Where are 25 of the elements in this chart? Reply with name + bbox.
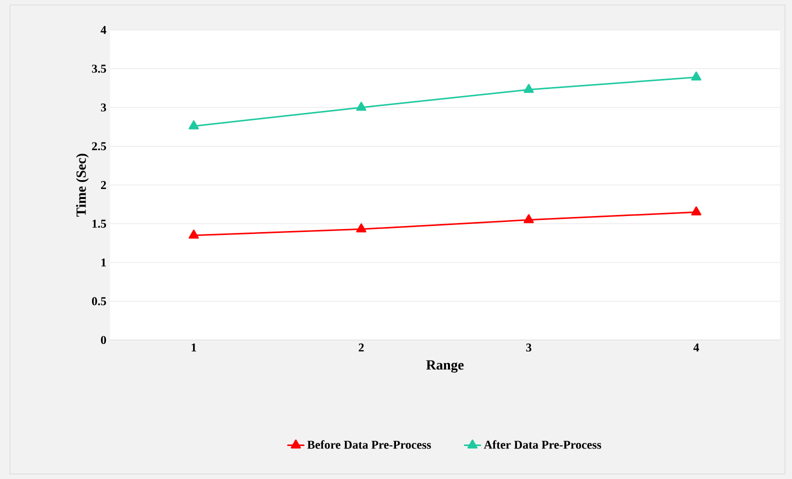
point bbox=[524, 214, 534, 224]
y-axis-title: Time (Sec) bbox=[76, 154, 89, 217]
legend-label: After Data Pre-Process bbox=[484, 440, 602, 449]
x-tick-label: 1 bbox=[192, 344, 196, 352]
x-tick-label: 4 bbox=[693, 344, 700, 352]
y-tick-label: 0.5 bbox=[92, 297, 106, 306]
x-tick-label: 2 bbox=[358, 344, 364, 352]
y-tick-label: 2 bbox=[101, 181, 106, 189]
legend-label: Before Data Pre-Process bbox=[307, 440, 431, 449]
point bbox=[691, 206, 702, 216]
y-tick-label: 3 bbox=[100, 103, 106, 112]
point bbox=[188, 230, 199, 239]
point bbox=[524, 84, 534, 93]
point bbox=[188, 120, 199, 130]
y-tick-label: 0 bbox=[100, 336, 106, 344]
point bbox=[691, 72, 702, 81]
x-axis-title: Range bbox=[426, 360, 464, 373]
point bbox=[356, 223, 366, 232]
y-tick-label: 1.5 bbox=[92, 220, 106, 228]
y-tick-label: 2.5 bbox=[92, 142, 106, 150]
x-tick-label: 3 bbox=[526, 344, 532, 352]
y-tick-label: 1 bbox=[101, 258, 106, 266]
point bbox=[356, 102, 366, 111]
y-tick-label: 4 bbox=[100, 26, 106, 34]
y-tick-label: 3.5 bbox=[92, 64, 106, 73]
